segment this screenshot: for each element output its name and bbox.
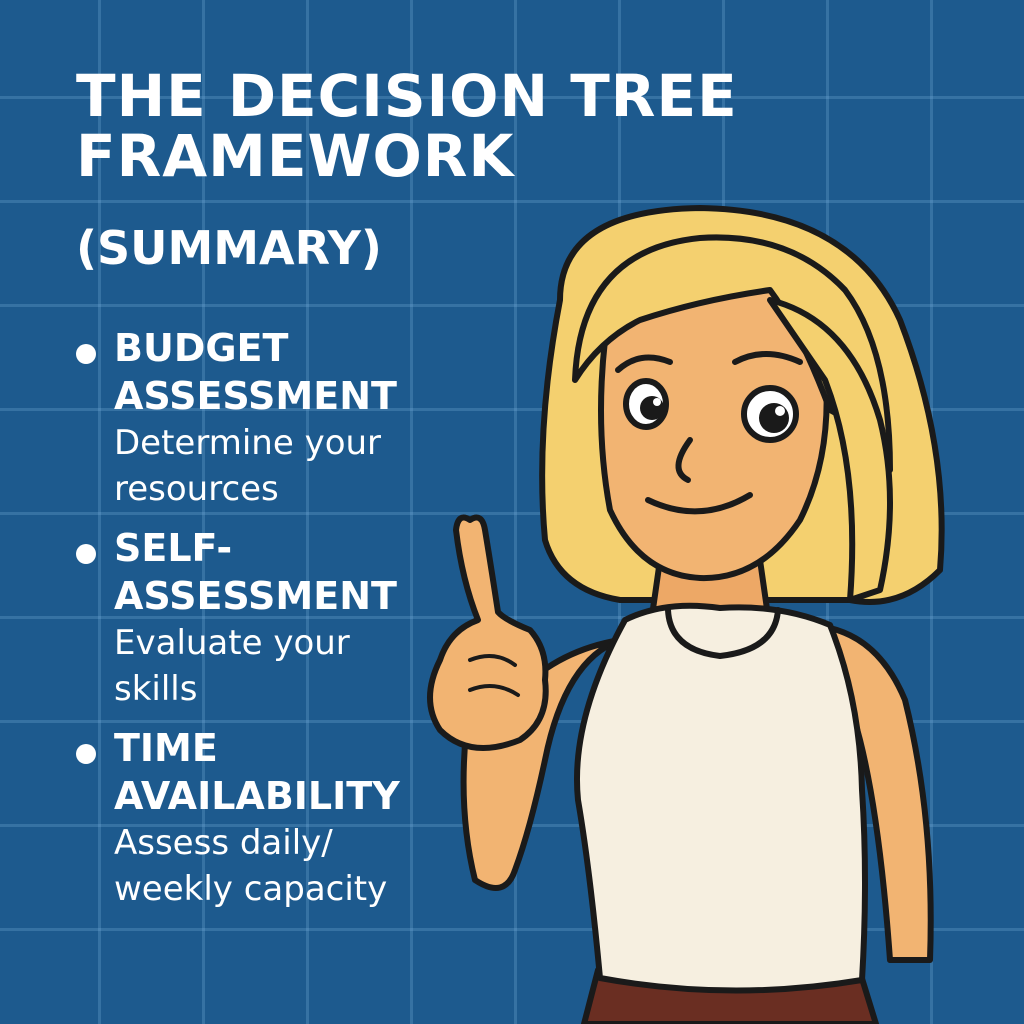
bullet-description: Assess daily/ weekly capacity	[114, 823, 388, 909]
nose	[675, 437, 693, 483]
page-title: THE DECISION TREE FRAMEWORK	[76, 66, 836, 186]
bullet-dot-icon	[76, 544, 96, 564]
bullet-description: Determine your resources	[114, 423, 382, 509]
left-pupil	[640, 396, 664, 420]
bullet-heading: TIME AVAILABILITY	[114, 726, 400, 818]
top-collar	[665, 607, 781, 659]
bullet-item-self-assessment: SELF- ASSESSMENT Evaluate your skills	[74, 524, 434, 712]
title-line-1: THE DECISION TREE	[76, 62, 738, 130]
bullet-item-budget: BUDGET ASSESSMENT Determine your resourc…	[74, 324, 434, 512]
left-eye-highlight	[653, 398, 661, 406]
top	[574, 602, 868, 994]
right-eye-highlight	[775, 406, 785, 416]
hair-side-right	[767, 297, 893, 603]
right-eyebrow	[732, 351, 803, 365]
finger-lines	[468, 654, 520, 697]
bullet-item-time: TIME AVAILABILITY Assess daily/ weekly c…	[74, 724, 434, 912]
right-pupil	[759, 403, 789, 433]
left-eyebrow	[615, 354, 673, 373]
bullet-description: Evaluate your skills	[114, 623, 350, 709]
bullet-heading: SELF- ASSESSMENT	[114, 526, 397, 618]
page-subtitle: (SUMMARY)	[76, 221, 382, 275]
bullet-dot-icon	[76, 744, 96, 764]
bullet-dot-icon	[76, 344, 96, 364]
pointing-hand	[427, 514, 549, 751]
mouth	[645, 492, 753, 515]
bullet-heading: BUDGET ASSESSMENT	[114, 326, 397, 418]
title-line-2: FRAMEWORK	[76, 122, 515, 190]
bullet-list: BUDGET ASSESSMENT Determine your resourc…	[74, 324, 434, 924]
